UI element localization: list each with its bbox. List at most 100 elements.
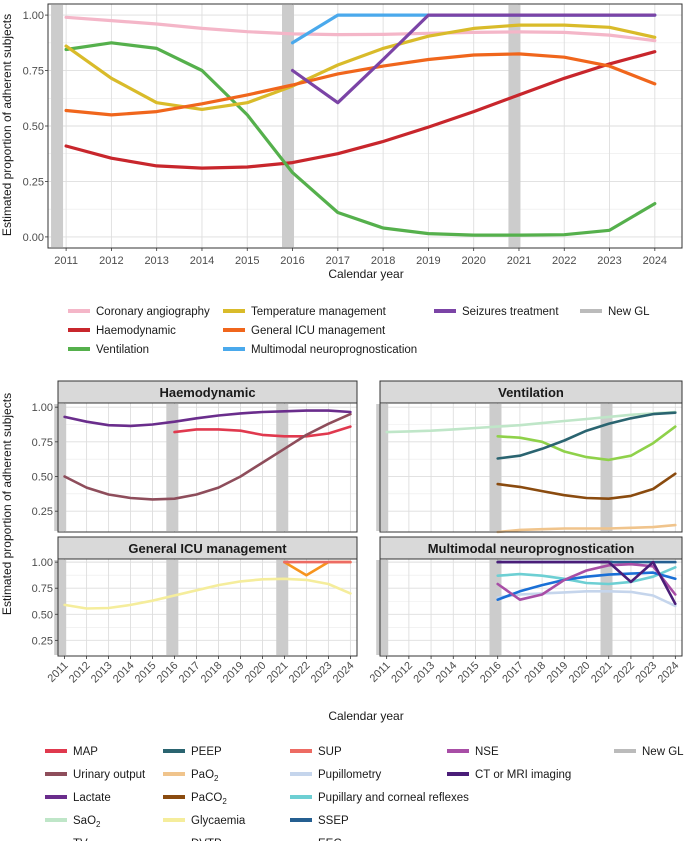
legend-bottom-item-urinary-output: Urinary output (45, 769, 146, 781)
facet-general-icu-management-series-glycaemia (63, 577, 352, 610)
facet-multimodal-neuroprognostication-series-eeg (496, 571, 677, 602)
top-y-tick-label: 0.25 (23, 176, 44, 188)
legend-bottom-label-new-gl: New GL (642, 746, 684, 758)
facet-general-icu-management-x-tick-label: 2023 (309, 660, 335, 686)
facet-haemodynamic-new-gl-bar (276, 404, 289, 531)
top-y-tick-label: 0.50 (23, 121, 44, 133)
legend-bottom-item-ssep: SSEP (290, 815, 349, 827)
legend-top-item-general-icu-management: General ICU management (223, 325, 386, 337)
facet-haemodynamic-y-tick-label: 0.25 (32, 506, 53, 518)
top-x-tick-label: 2015 (235, 255, 259, 267)
top-new-gl-bar (508, 5, 521, 247)
facet-multimodal-neuroprognostication-x-tick-label: 2016 (478, 660, 504, 686)
top-series-ventilation (64, 41, 657, 237)
facet-haemodynamic-y-tick-label: 0.75 (32, 437, 53, 449)
legend-bottom-item-sao2: SaO2 (45, 815, 101, 829)
top-new-gl-bar (51, 5, 64, 247)
legend-bottom-label-paco2: PaCO2 (191, 792, 227, 806)
legend-bottom-label-tv: TV (73, 838, 88, 841)
legend-bottom-item-glycaemia: Glycaemia (163, 815, 246, 827)
facet-ventilation-series-peep (496, 411, 677, 460)
facet-general-icu-management-new-gl-bar (166, 560, 179, 655)
facet-haemodynamic-strip-title: Haemodynamic (159, 385, 255, 400)
legend-bottom-label-pupillary-and-corneal-reflexes: Pupillary and corneal reflexes (318, 792, 469, 804)
facet-multimodal-neuroprognostication-x-tick-label: 2015 (456, 660, 482, 686)
facet-general-icu-management-x-tick-label: 2015 (133, 660, 159, 686)
top-x-tick-label: 2012 (99, 255, 123, 267)
legend-bottom-item-pupillary-and-corneal-reflexes: Pupillary and corneal reflexes (290, 792, 469, 804)
legend-bottom-label-peep: PEEP (191, 746, 222, 758)
facet-haemodynamic-plot-area (57, 402, 358, 533)
facet-multimodal-neuroprognostication-strip-title: Multimodal neuroprognostication (428, 541, 635, 556)
facet-general-icu-management-x-tick-label: 2018 (199, 660, 225, 686)
facet-multimodal-neuroprognostication-x-tick-label: 2024 (656, 660, 682, 686)
top-x-tick-label: 2021 (507, 255, 531, 267)
legend-bottom-item-dvtp: DVTP (191, 838, 222, 841)
facet-multimodal-neuroprognostication-series-nse (496, 562, 677, 602)
facet-general-icu-management-y-tick-label: 0.75 (32, 583, 53, 595)
legend-bottom-item-new-gl: New GL (614, 746, 684, 758)
top-x-tick-label: 2024 (643, 255, 667, 267)
legend-bottom-label-pupillometry: Pupillometry (318, 769, 382, 781)
legend-bottom-item-pupillometry: Pupillometry (290, 769, 382, 781)
legend-bottom-label-pao2: PaO2 (191, 769, 219, 783)
facet-multimodal-neuroprognostication-x-tick-label: 2021 (589, 660, 615, 686)
top-x-axis-title: Calendar year (328, 267, 403, 281)
legend-bottom-item-lactate: Lactate (45, 792, 111, 804)
facet-haemodynamic-y-tick-label: 0.50 (32, 472, 53, 484)
legend-top-label-coronary-angiography: Coronary angiography (96, 306, 210, 318)
facet-multimodal-neuroprognostication-panel: Multimodal neuroprognostication201120122… (368, 536, 683, 686)
facet-multimodal-neuroprognostication-x-tick-label: 2013 (411, 660, 437, 686)
facet-ventilation-series-paco2 (496, 472, 677, 501)
facet-ventilation-series-tv (496, 425, 677, 462)
top-series-haemodynamic (64, 50, 657, 170)
facet-multimodal-neuroprognostication-series-ct-or-mri-imaging (496, 560, 677, 606)
legend-top-item-ventilation: Ventilation (68, 344, 149, 356)
facet-general-icu-management-x-tick-label: 2019 (221, 660, 247, 686)
legend-top-label-seizures-treatment: Seizures treatment (462, 306, 559, 318)
facet-ventilation-strip (379, 380, 683, 404)
top-series-general-icu-management (64, 52, 657, 117)
facet-general-icu-management-x-tick-label: 2021 (265, 660, 291, 686)
facet-ventilation-panel: Ventilation (376, 380, 683, 534)
legend-bottom-item-peep: PEEP (163, 746, 222, 758)
facet-general-icu-management-strip (57, 536, 358, 560)
top-y-tick-label: 0.00 (23, 232, 44, 244)
top-x-tick-label: 2011 (54, 255, 78, 267)
legend-bottom-label-eeg: EEG (318, 838, 342, 841)
top-x-tick-label: 2013 (144, 255, 168, 267)
facet-haemodynamic-series-urinary-output (63, 412, 352, 501)
legend-bottom-label-subscript: 2 (222, 797, 227, 806)
legend-top-item-multimodal-neuroprognostication: Multimodal neuroprognostication (223, 344, 417, 356)
facet-multimodal-neuroprognostication-x-tick-label: 2020 (567, 660, 593, 686)
facet-general-icu-management-x-tick-label: 2022 (287, 660, 313, 686)
top-y-tick-label: 0.75 (23, 66, 44, 78)
top-x-tick-label: 2017 (326, 255, 350, 267)
top-x-tick-label: 2018 (371, 255, 395, 267)
facet-general-icu-management-x-tick-label: 2011 (46, 660, 71, 685)
top-x-tick-label: 2014 (190, 255, 214, 267)
top-x-tick-label: 2016 (280, 255, 304, 267)
facet-general-icu-management-x-tick-label: 2012 (67, 660, 93, 686)
facet-general-icu-management-new-gl-bar (276, 560, 289, 655)
top-y-tick-label: 1.00 (23, 10, 44, 22)
legend-bottom-label-subscript: 2 (96, 820, 101, 829)
facet-multimodal-neuroprognostication-series-pupillometry (496, 589, 677, 608)
legend-bottom-label-nse: NSE (475, 746, 499, 758)
facet-general-icu-management-y-tick-label: 0.25 (32, 635, 53, 647)
legend-bottom-item-eeg: EEG (318, 838, 342, 841)
facet-general-icu-management-y-tick-label: 1.00 (32, 557, 53, 569)
facet-haemodynamic-new-gl-bar (54, 404, 67, 531)
legend-bottom-label-subscript: 2 (214, 774, 219, 783)
legend-top-label-haemodynamic: Haemodynamic (96, 325, 176, 337)
top-series-seizures-treatment (290, 13, 657, 105)
top-x-tick-label: 2019 (416, 255, 440, 267)
facet-general-icu-management-strip-title: General ICU management (128, 541, 287, 556)
bottom-y-axis-title: Estimated proportion of adherent subject… (0, 393, 14, 615)
legend-bottom-item-sup: SUP (290, 746, 342, 758)
facet-general-icu-management-x-tick-label: 2013 (89, 660, 115, 686)
facet-multimodal-neuroprognostication-x-tick-label: 2011 (368, 660, 393, 685)
facet-multimodal-neuroprognostication-new-gl-bar (376, 560, 389, 655)
